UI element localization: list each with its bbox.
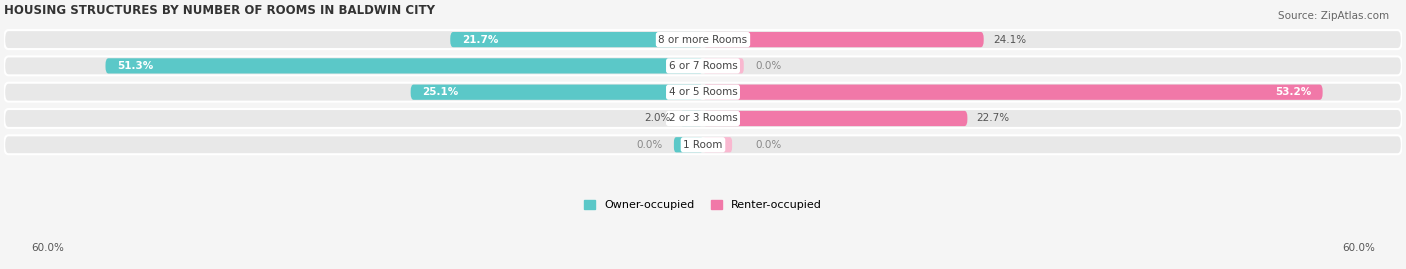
Text: Source: ZipAtlas.com: Source: ZipAtlas.com [1278, 11, 1389, 21]
Text: 4 or 5 Rooms: 4 or 5 Rooms [669, 87, 737, 97]
FancyBboxPatch shape [4, 56, 1402, 75]
FancyBboxPatch shape [673, 137, 703, 153]
Text: 8 or more Rooms: 8 or more Rooms [658, 35, 748, 45]
Text: 0.0%: 0.0% [636, 140, 662, 150]
FancyBboxPatch shape [4, 83, 1402, 102]
FancyBboxPatch shape [450, 32, 703, 47]
FancyBboxPatch shape [703, 32, 984, 47]
Text: 0.0%: 0.0% [755, 61, 782, 71]
Text: 6 or 7 Rooms: 6 or 7 Rooms [669, 61, 737, 71]
Text: 0.0%: 0.0% [755, 140, 782, 150]
Text: 53.2%: 53.2% [1275, 87, 1310, 97]
Text: 51.3%: 51.3% [117, 61, 153, 71]
FancyBboxPatch shape [4, 109, 1402, 128]
Legend: Owner-occupied, Renter-occupied: Owner-occupied, Renter-occupied [579, 196, 827, 215]
Text: 24.1%: 24.1% [993, 35, 1026, 45]
FancyBboxPatch shape [411, 84, 703, 100]
Text: 60.0%: 60.0% [31, 243, 63, 253]
Text: 25.1%: 25.1% [422, 87, 458, 97]
Text: 2 or 3 Rooms: 2 or 3 Rooms [669, 114, 737, 123]
Text: HOUSING STRUCTURES BY NUMBER OF ROOMS IN BALDWIN CITY: HOUSING STRUCTURES BY NUMBER OF ROOMS IN… [4, 4, 436, 17]
Text: 22.7%: 22.7% [977, 114, 1010, 123]
FancyBboxPatch shape [703, 137, 733, 153]
FancyBboxPatch shape [4, 30, 1402, 49]
Text: 1 Room: 1 Room [683, 140, 723, 150]
FancyBboxPatch shape [703, 84, 1323, 100]
Text: 21.7%: 21.7% [463, 35, 498, 45]
FancyBboxPatch shape [105, 58, 703, 73]
Text: 2.0%: 2.0% [644, 114, 671, 123]
Text: 60.0%: 60.0% [1343, 243, 1375, 253]
FancyBboxPatch shape [4, 135, 1402, 154]
FancyBboxPatch shape [679, 111, 703, 126]
FancyBboxPatch shape [703, 58, 744, 73]
FancyBboxPatch shape [703, 111, 967, 126]
